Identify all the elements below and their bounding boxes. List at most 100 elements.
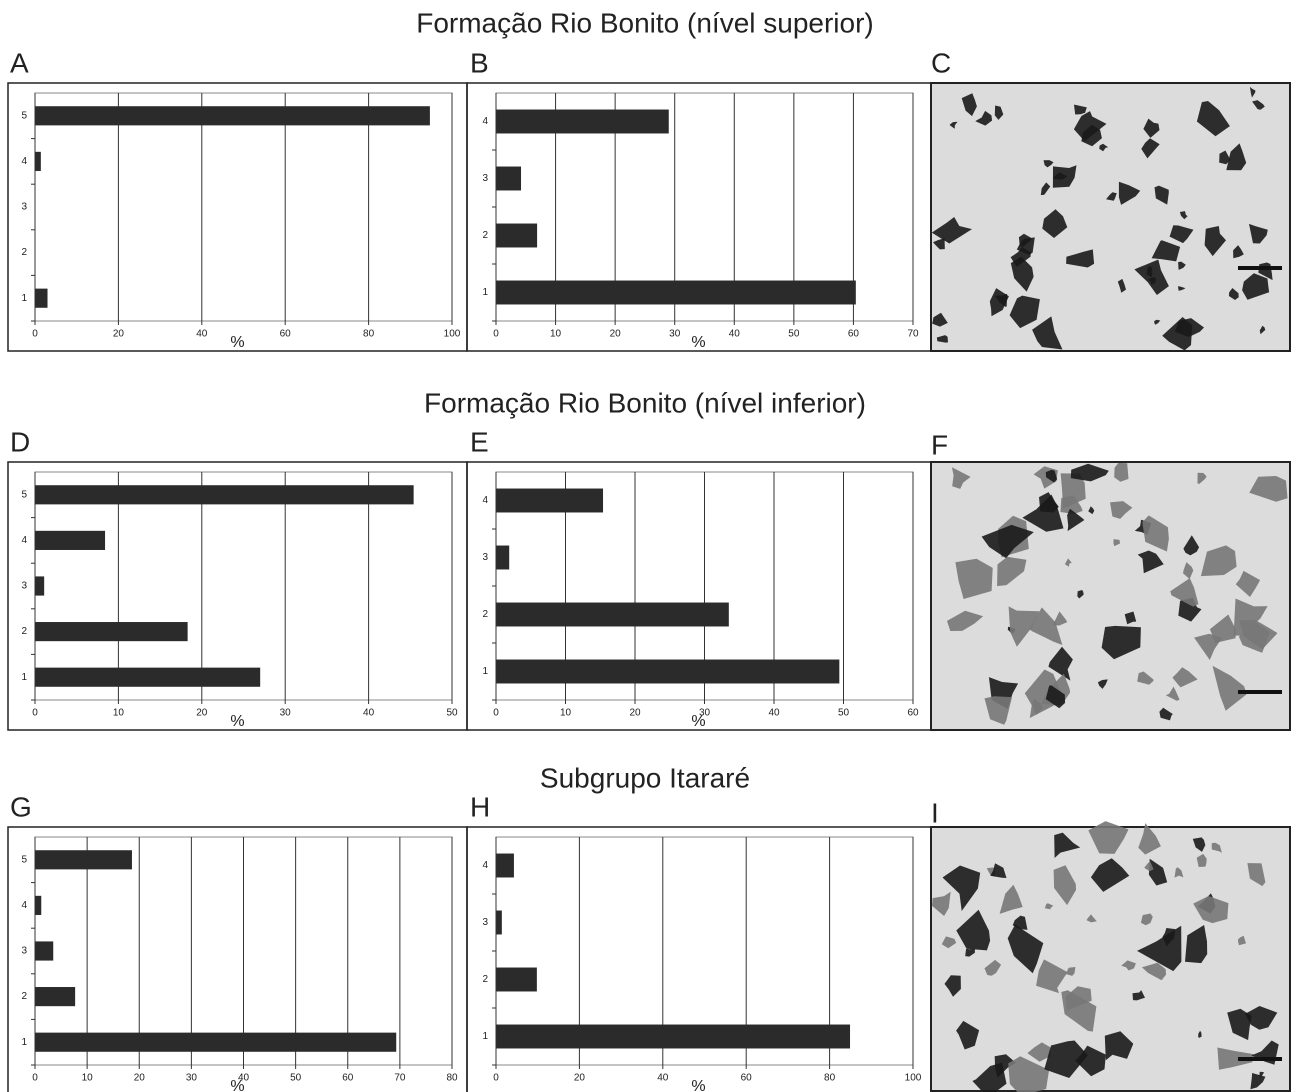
bar	[35, 941, 54, 961]
particle	[1217, 1047, 1255, 1070]
bar	[35, 987, 76, 1007]
particle	[1132, 990, 1145, 1001]
y-tick-label: 4	[21, 535, 27, 546]
x-tick-label: 60	[280, 329, 292, 340]
y-tick-label: 4	[21, 156, 27, 167]
y-tick-label: 1	[21, 1037, 27, 1048]
section-title: Formação Rio Bonito (nível inferior)	[424, 387, 866, 418]
x-tick-label: 60	[741, 1073, 753, 1084]
particle	[956, 909, 991, 951]
particle	[932, 312, 948, 327]
particle	[1099, 143, 1109, 152]
plot-area	[34, 92, 453, 322]
panel-frame	[466, 826, 932, 1092]
particle	[997, 556, 1027, 587]
bar	[496, 545, 510, 570]
particle	[1067, 508, 1085, 532]
x-tick-label: 70	[907, 329, 919, 340]
x-tick-label: 0	[32, 708, 38, 719]
x-tick-label: 40	[729, 329, 741, 340]
particle	[1178, 261, 1186, 270]
bar	[35, 895, 42, 915]
particle	[1249, 86, 1256, 98]
x-tick-label: 50	[446, 708, 458, 719]
particle	[1242, 273, 1270, 300]
particle	[994, 1054, 1016, 1078]
x-tick-label: 0	[32, 1073, 38, 1084]
x-axis-label: %	[230, 334, 244, 351]
x-tick-label: 30	[280, 708, 292, 719]
particle	[1183, 535, 1200, 556]
x-tick-label: 60	[907, 708, 919, 719]
particle	[1193, 896, 1229, 924]
x-tick-label: 20	[610, 329, 622, 340]
bar	[496, 223, 538, 248]
particle	[949, 121, 958, 129]
panel-letter: D	[10, 426, 30, 457]
particle	[1165, 686, 1180, 701]
particle	[1235, 570, 1261, 597]
bar	[496, 659, 840, 684]
x-tick-label: 0	[493, 329, 499, 340]
x-tick-label: 40	[657, 1073, 669, 1084]
particle	[1233, 598, 1268, 636]
particle	[1048, 646, 1073, 681]
particle	[1074, 104, 1087, 115]
particle	[1146, 265, 1153, 278]
bar	[35, 1032, 397, 1052]
x-tick-label: 0	[493, 708, 499, 719]
y-tick-label: 1	[482, 666, 488, 677]
particle	[1024, 669, 1064, 718]
particle	[1233, 245, 1244, 259]
particle	[1140, 913, 1153, 926]
x-tick-label: 20	[113, 329, 125, 340]
particle	[1137, 671, 1154, 685]
particle	[994, 293, 1008, 307]
particle	[994, 105, 1004, 120]
bar	[496, 602, 729, 627]
panel-letter: G	[10, 791, 32, 822]
particle	[1008, 606, 1040, 647]
bar	[496, 280, 856, 305]
particle	[941, 936, 957, 949]
x-tick-label: 30	[669, 329, 681, 340]
x-tick-label: 0	[493, 1073, 499, 1084]
x-axis-label: %	[230, 1078, 244, 1092]
particle	[1022, 494, 1064, 532]
particle	[1197, 472, 1207, 484]
particle	[1137, 550, 1164, 574]
y-tick-label: 4	[482, 116, 488, 127]
panel-letter: A	[10, 47, 29, 78]
particle	[1052, 611, 1068, 626]
y-tick-label: 1	[482, 287, 488, 298]
particle	[1118, 181, 1141, 205]
particle	[1054, 832, 1081, 858]
particle	[984, 959, 1002, 976]
bar	[35, 106, 430, 126]
particle	[1192, 837, 1206, 852]
x-tick-label: 20	[134, 1073, 146, 1084]
particle	[1090, 858, 1130, 892]
particle	[984, 696, 1012, 725]
particle	[1008, 1056, 1050, 1092]
x-tick-label: 70	[394, 1073, 406, 1084]
particle	[956, 1020, 980, 1050]
x-tick-label: 50	[788, 329, 800, 340]
particle	[1044, 903, 1054, 910]
x-tick-label: 30	[186, 1073, 198, 1084]
particle	[1154, 185, 1169, 205]
bar	[35, 622, 188, 642]
particle	[1138, 823, 1161, 855]
particle	[1159, 707, 1173, 721]
particle	[965, 948, 975, 957]
particle	[1032, 316, 1063, 350]
panel-letter: C	[931, 47, 951, 78]
x-tick-label: 10	[550, 329, 562, 340]
particle	[1104, 1031, 1134, 1061]
x-tick-label: 80	[446, 1073, 458, 1084]
bar	[496, 166, 522, 191]
particle	[1196, 101, 1230, 137]
particle	[1196, 853, 1207, 867]
